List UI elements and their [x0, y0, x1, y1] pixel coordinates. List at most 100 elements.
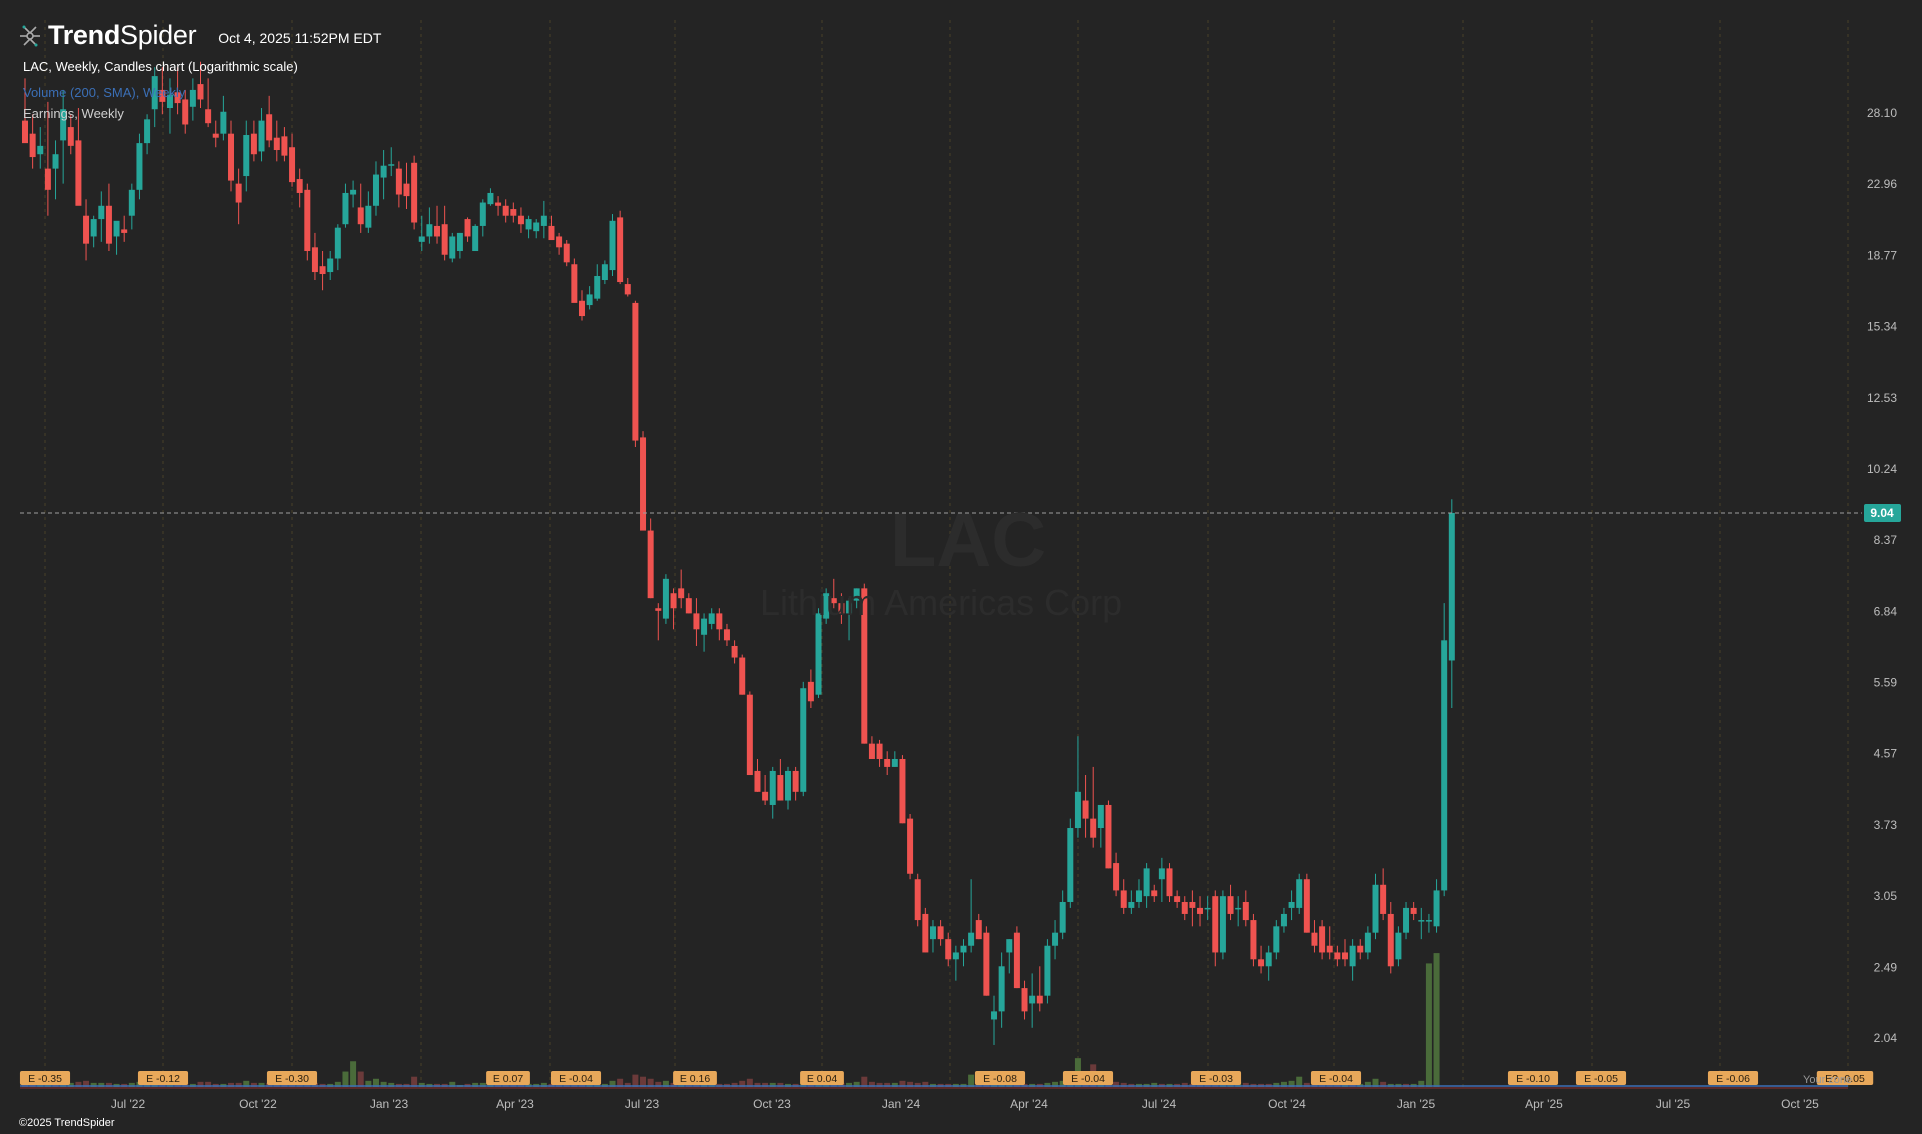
volume-bar	[655, 1081, 662, 1087]
candle-body	[662, 578, 669, 619]
candle-body	[372, 174, 379, 206]
earnings-badge[interactable]: E -0.05	[1575, 1071, 1627, 1085]
candle-body	[1197, 907, 1204, 914]
candle-body	[945, 939, 952, 960]
candle-body	[1181, 901, 1188, 914]
candle	[1151, 884, 1158, 902]
candle-body	[342, 192, 349, 225]
candle	[250, 120, 257, 162]
candle-body	[1349, 945, 1356, 967]
earnings-badge[interactable]: E 0.07	[486, 1071, 530, 1085]
candle-body	[37, 145, 44, 155]
earnings-badge[interactable]: E -0.04	[1062, 1071, 1114, 1085]
candle-body	[243, 135, 250, 177]
candle-body	[289, 147, 296, 183]
candle	[296, 168, 303, 208]
candle	[846, 598, 853, 641]
candle	[945, 932, 952, 967]
candle	[334, 224, 341, 271]
candle	[655, 603, 662, 641]
candle-body	[586, 294, 593, 306]
candle-body	[1052, 932, 1059, 946]
candle	[1242, 890, 1249, 927]
earnings-badge-bg	[550, 1071, 602, 1085]
candle-body	[708, 613, 715, 624]
candle-body	[998, 966, 1005, 1012]
candle	[975, 913, 982, 940]
candle	[388, 147, 395, 177]
candle-body	[121, 229, 128, 233]
candle	[876, 739, 883, 767]
earnings-badge[interactable]: E 0.04	[800, 1071, 844, 1085]
earnings-badge[interactable]: E -0.10	[1507, 1071, 1559, 1085]
candle-body	[1151, 890, 1158, 897]
candle	[1403, 901, 1410, 940]
candle-body	[1097, 804, 1104, 829]
volume-bar	[98, 1082, 105, 1087]
candle-body	[258, 120, 265, 152]
candle-body	[1219, 896, 1226, 953]
earnings-badge[interactable]: E -0.06	[1707, 1071, 1759, 1085]
candle	[1029, 973, 1036, 1028]
earnings-badge[interactable]: E -0.08	[974, 1071, 1026, 1085]
earnings-badge-bg	[974, 1071, 1026, 1085]
volume-bar	[128, 1082, 135, 1087]
earnings-badge[interactable]: E -0.12	[137, 1071, 189, 1085]
earnings-badge[interactable]: E -0.30	[266, 1071, 318, 1085]
y-tick-label: 18.77	[1867, 248, 1897, 262]
candle-body	[205, 109, 212, 124]
candle	[1341, 939, 1348, 967]
earnings-badge-bg	[673, 1071, 717, 1085]
candle	[1006, 939, 1013, 974]
legend-volume[interactable]: Volume (200, SMA), Weekly	[23, 85, 186, 100]
legend-earnings[interactable]: Earnings, Weekly	[23, 106, 124, 121]
candle	[37, 127, 44, 169]
candle	[1113, 852, 1120, 897]
candle-body	[144, 119, 151, 144]
earnings-badge[interactable]: E -0.04	[550, 1071, 602, 1085]
candle-body	[189, 89, 196, 107]
earnings-badge[interactable]: E -0.03	[1190, 1071, 1242, 1085]
candle	[1105, 800, 1112, 869]
earnings-badge-label: E? -0.05	[1825, 1073, 1865, 1085]
candle-body	[1242, 901, 1249, 921]
candle	[899, 755, 906, 824]
candle-body	[1074, 791, 1081, 829]
candle	[365, 191, 372, 233]
candle	[1135, 879, 1142, 908]
candle-body	[830, 598, 837, 604]
candle-body	[380, 165, 387, 178]
candle-body	[22, 120, 28, 144]
earnings-badge[interactable]: E -0.35	[19, 1071, 71, 1085]
candle	[60, 89, 67, 184]
candle-body	[296, 179, 303, 193]
last-price-label: 9.04	[1870, 506, 1894, 520]
candle	[1280, 907, 1287, 933]
candle	[578, 290, 585, 321]
candle-body	[640, 437, 647, 531]
volume-bar	[1364, 1081, 1371, 1087]
earnings-badge[interactable]: E 0.16	[673, 1071, 717, 1085]
candle	[678, 569, 685, 609]
x-tick-label: Oct '23	[753, 1097, 791, 1111]
candle-body	[1311, 932, 1318, 946]
earnings-badge[interactable]: E -0.04	[1310, 1071, 1362, 1085]
volume-bar	[228, 1082, 235, 1087]
volume-bar	[853, 1081, 860, 1087]
candle-body	[655, 608, 662, 611]
candle	[952, 945, 959, 981]
legend-main-series[interactable]: LAC, Weekly, Candles chart (Logarithmic …	[23, 59, 298, 74]
candle-body	[403, 183, 410, 197]
candle	[1395, 926, 1402, 967]
trendspider-logo[interactable]: TrendSpider	[18, 20, 197, 51]
candle	[136, 133, 143, 200]
volume-bar	[1044, 1082, 1051, 1087]
y-tick-label: 28.10	[1867, 106, 1897, 120]
volume-bar	[769, 1082, 776, 1087]
candle	[411, 155, 418, 230]
candle	[754, 758, 761, 792]
earnings-badge[interactable]: E? -0.05	[1816, 1071, 1874, 1085]
candle-body	[495, 202, 502, 206]
